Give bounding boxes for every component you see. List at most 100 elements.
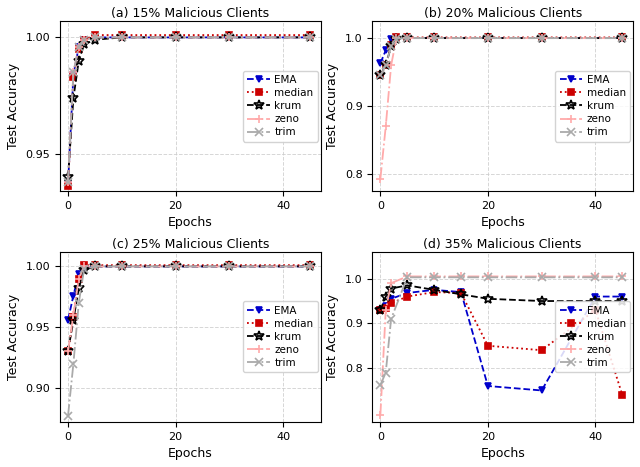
X-axis label: Epochs: Epochs	[480, 216, 525, 229]
EMA	[618, 35, 626, 41]
krum	[618, 298, 626, 304]
zeno	[387, 63, 395, 68]
median	[81, 37, 88, 42]
EMA	[403, 35, 411, 41]
EMA	[172, 35, 179, 40]
EMA	[172, 263, 179, 269]
median	[376, 73, 384, 78]
zeno	[91, 35, 99, 40]
EMA	[306, 263, 314, 269]
Line: krum: krum	[376, 281, 627, 315]
median	[538, 35, 545, 40]
zeno	[91, 263, 99, 269]
zeno	[81, 37, 88, 42]
EMA	[538, 388, 545, 393]
Y-axis label: Test Accuracy: Test Accuracy	[326, 63, 339, 149]
Title: (c) 25% Malicious Clients: (c) 25% Malicious Clients	[111, 238, 269, 251]
krum	[393, 36, 401, 42]
median	[382, 305, 390, 311]
Title: (a) 15% Malicious Clients: (a) 15% Malicious Clients	[111, 7, 269, 20]
EMA	[393, 35, 401, 41]
trim	[91, 263, 99, 269]
krum	[225, 263, 233, 269]
zeno	[306, 263, 314, 269]
EMA	[91, 35, 99, 40]
trim	[393, 36, 401, 42]
median	[70, 315, 77, 320]
krum	[64, 348, 72, 354]
EMA	[591, 294, 599, 299]
zeno	[75, 276, 83, 281]
Line: median: median	[377, 34, 626, 79]
trim	[387, 316, 395, 322]
median	[457, 290, 465, 296]
krum	[376, 73, 384, 78]
Legend: EMA, median, krum, zeno, trim: EMA, median, krum, zeno, trim	[556, 71, 630, 142]
zeno	[70, 312, 77, 318]
Line: EMA: EMA	[377, 35, 626, 67]
Legend: EMA, median, krum, zeno, trim: EMA, median, krum, zeno, trim	[243, 301, 317, 372]
EMA	[64, 181, 72, 187]
trim	[306, 35, 314, 40]
krum	[382, 294, 390, 299]
Line: krum: krum	[63, 33, 315, 182]
zeno	[172, 35, 179, 40]
krum	[306, 35, 314, 40]
EMA	[81, 265, 88, 270]
krum	[172, 35, 179, 40]
krum	[306, 263, 314, 269]
krum	[430, 35, 438, 41]
trim	[225, 35, 233, 40]
median	[172, 262, 179, 268]
Line: EMA: EMA	[65, 263, 314, 323]
EMA	[64, 317, 72, 323]
median	[618, 35, 626, 40]
median	[591, 307, 599, 313]
median	[70, 74, 77, 80]
zeno	[618, 274, 626, 279]
krum	[81, 267, 88, 273]
zeno	[81, 263, 88, 269]
zeno	[618, 35, 626, 41]
krum	[225, 35, 233, 40]
zeno	[70, 70, 77, 75]
EMA	[70, 72, 77, 78]
Line: median: median	[65, 262, 314, 355]
zeno	[172, 263, 179, 269]
Line: trim: trim	[376, 34, 627, 80]
zeno	[591, 274, 599, 279]
krum	[64, 174, 72, 180]
Line: krum: krum	[376, 33, 627, 80]
trim	[484, 35, 492, 41]
median	[387, 300, 395, 306]
zeno	[376, 176, 384, 182]
krum	[118, 35, 125, 40]
zeno	[393, 35, 401, 41]
zeno	[64, 348, 72, 354]
median	[430, 289, 438, 295]
trim	[591, 275, 599, 280]
krum	[70, 317, 77, 323]
Line: EMA: EMA	[65, 34, 314, 188]
median	[75, 276, 83, 281]
median	[118, 262, 125, 268]
EMA	[484, 35, 492, 41]
Line: zeno: zeno	[64, 262, 314, 355]
trim	[457, 275, 465, 280]
trim	[172, 35, 179, 40]
median	[538, 347, 545, 353]
EMA	[81, 37, 88, 42]
krum	[403, 35, 411, 41]
median	[403, 294, 411, 299]
EMA	[457, 289, 465, 295]
EMA	[618, 294, 626, 299]
EMA	[118, 263, 125, 269]
krum	[538, 35, 545, 41]
trim	[172, 263, 179, 269]
EMA	[387, 296, 395, 302]
EMA	[430, 287, 438, 293]
zeno	[538, 35, 545, 41]
EMA	[225, 35, 233, 40]
zeno	[457, 274, 465, 279]
trim	[403, 35, 411, 41]
